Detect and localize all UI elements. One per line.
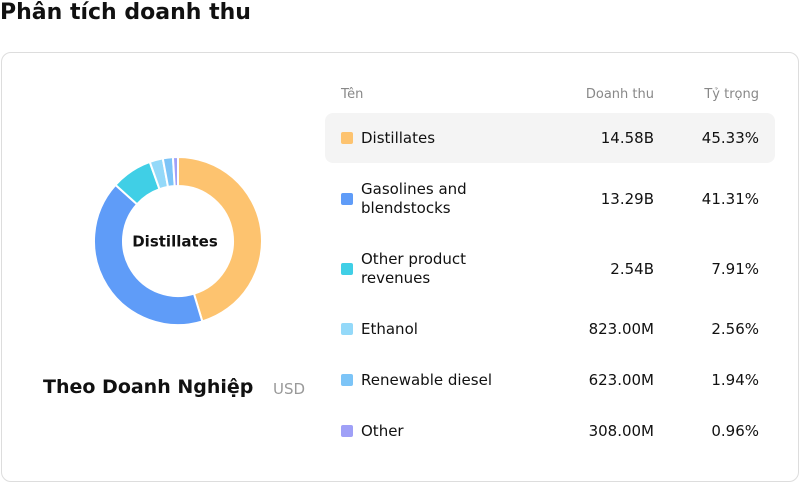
footer-unit: USD bbox=[273, 380, 306, 398]
legend-swatch bbox=[341, 323, 353, 335]
donut-slice bbox=[93, 183, 204, 326]
row-share: 2.56% bbox=[711, 320, 759, 338]
legend-swatch bbox=[341, 425, 353, 437]
row-revenue: 14.58B bbox=[600, 129, 654, 147]
row-name: Other bbox=[361, 421, 404, 440]
header: Tỷ trọng bbox=[704, 87, 759, 102]
row-revenue: 308.00M bbox=[588, 422, 654, 440]
row-name: Distillates bbox=[361, 128, 436, 147]
row-highlight bbox=[325, 113, 775, 163]
donut-chart: Distillates bbox=[93, 155, 263, 326]
row-share: 1.94% bbox=[711, 371, 759, 389]
legend-swatch bbox=[341, 193, 353, 205]
row-name: Gasolines and blendstocks bbox=[361, 180, 467, 217]
row-revenue: 13.29B bbox=[600, 190, 654, 208]
row-name: Ethanol bbox=[361, 319, 418, 338]
row-share: 45.33% bbox=[701, 129, 759, 147]
row-share: 7.91% bbox=[711, 260, 759, 278]
donut-slice bbox=[171, 155, 179, 188]
legend-swatch bbox=[341, 132, 353, 144]
row-share: 0.96% bbox=[711, 422, 759, 440]
row-name: Renewable diesel bbox=[361, 370, 492, 389]
row-revenue: 823.00M bbox=[588, 320, 654, 338]
header: Doanh thu bbox=[585, 87, 654, 102]
legend-swatch bbox=[341, 263, 353, 275]
donut-slice bbox=[177, 155, 263, 323]
footer-label: Theo Doanh Nghiệp bbox=[43, 376, 254, 398]
header: Tên bbox=[341, 87, 364, 102]
row-name: Other product revenues bbox=[361, 250, 467, 287]
center-label: Distillates bbox=[132, 233, 218, 251]
row-revenue: 623.00M bbox=[588, 371, 654, 389]
page-title: Phân tích doanh thu bbox=[0, 0, 251, 25]
legend-swatch bbox=[341, 374, 353, 386]
row-share: 41.31% bbox=[701, 190, 759, 208]
row-revenue: 2.54B bbox=[610, 260, 654, 278]
